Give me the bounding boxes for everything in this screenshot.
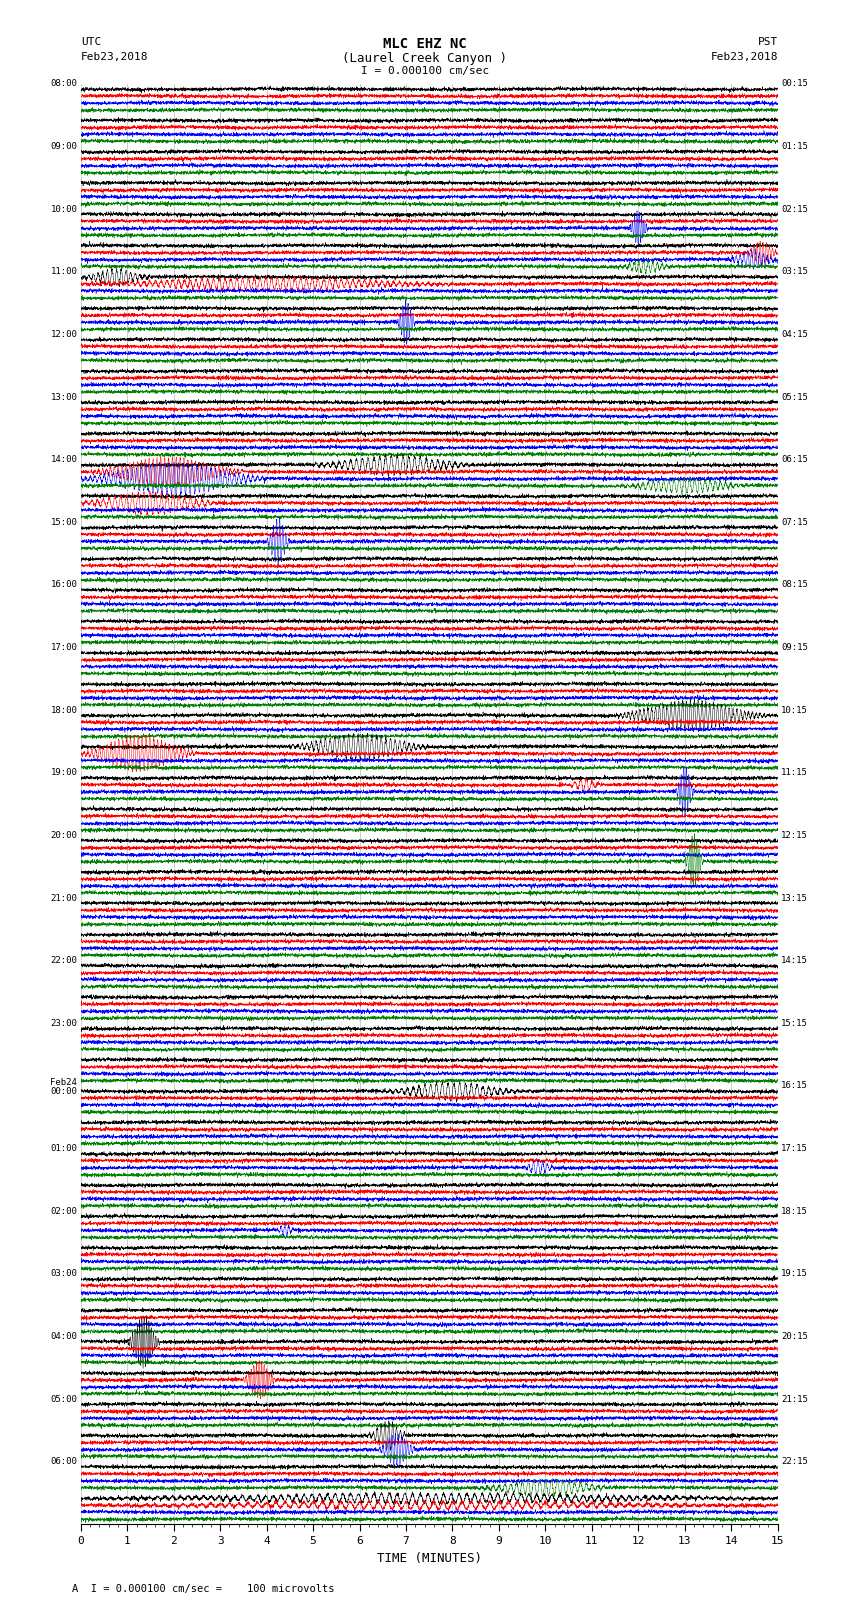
- Text: 08:15: 08:15: [781, 581, 808, 589]
- Text: UTC: UTC: [81, 37, 101, 47]
- Text: 21:15: 21:15: [781, 1395, 808, 1403]
- Text: 08:00: 08:00: [50, 79, 77, 89]
- Text: 01:00: 01:00: [50, 1144, 77, 1153]
- Text: 23:00: 23:00: [50, 1019, 77, 1027]
- Text: 22:00: 22:00: [50, 957, 77, 965]
- Text: 15:00: 15:00: [50, 518, 77, 527]
- Text: 21:00: 21:00: [50, 894, 77, 903]
- Text: A  I = 0.000100 cm/sec =    100 microvolts: A I = 0.000100 cm/sec = 100 microvolts: [72, 1584, 335, 1594]
- Text: 09:15: 09:15: [781, 644, 808, 652]
- Text: I = 0.000100 cm/sec: I = 0.000100 cm/sec: [361, 66, 489, 76]
- Text: 00:00: 00:00: [50, 1087, 77, 1097]
- Text: 10:15: 10:15: [781, 705, 808, 715]
- Text: 04:15: 04:15: [781, 331, 808, 339]
- Text: 15:15: 15:15: [781, 1019, 808, 1027]
- Text: 18:00: 18:00: [50, 705, 77, 715]
- Text: 22:15: 22:15: [781, 1457, 808, 1466]
- Text: 20:00: 20:00: [50, 831, 77, 840]
- Text: 02:15: 02:15: [781, 205, 808, 213]
- Text: 06:15: 06:15: [781, 455, 808, 465]
- Text: 03:15: 03:15: [781, 268, 808, 276]
- Text: 01:15: 01:15: [781, 142, 808, 152]
- Text: 19:15: 19:15: [781, 1269, 808, 1277]
- Text: 10:00: 10:00: [50, 205, 77, 213]
- Text: (Laurel Creek Canyon ): (Laurel Creek Canyon ): [343, 52, 507, 65]
- Text: 04:00: 04:00: [50, 1332, 77, 1340]
- Text: MLC EHZ NC: MLC EHZ NC: [383, 37, 467, 52]
- Text: 13:00: 13:00: [50, 392, 77, 402]
- Text: 16:15: 16:15: [781, 1081, 808, 1090]
- Text: 20:15: 20:15: [781, 1332, 808, 1340]
- Text: 05:00: 05:00: [50, 1395, 77, 1403]
- Text: 17:15: 17:15: [781, 1144, 808, 1153]
- Text: 11:00: 11:00: [50, 268, 77, 276]
- Text: 03:00: 03:00: [50, 1269, 77, 1277]
- Text: 12:15: 12:15: [781, 831, 808, 840]
- Text: 12:00: 12:00: [50, 331, 77, 339]
- Text: PST: PST: [757, 37, 778, 47]
- Text: 00:15: 00:15: [781, 79, 808, 89]
- Text: 05:15: 05:15: [781, 392, 808, 402]
- Text: 18:15: 18:15: [781, 1207, 808, 1216]
- Text: 11:15: 11:15: [781, 768, 808, 777]
- Text: 07:15: 07:15: [781, 518, 808, 527]
- Text: 02:00: 02:00: [50, 1207, 77, 1216]
- Text: 14:00: 14:00: [50, 455, 77, 465]
- Text: 09:00: 09:00: [50, 142, 77, 152]
- Text: 14:15: 14:15: [781, 957, 808, 965]
- Text: 06:00: 06:00: [50, 1457, 77, 1466]
- Text: Feb23,2018: Feb23,2018: [81, 52, 148, 61]
- Text: 13:15: 13:15: [781, 894, 808, 903]
- Text: 17:00: 17:00: [50, 644, 77, 652]
- Text: 19:00: 19:00: [50, 768, 77, 777]
- Text: Feb23,2018: Feb23,2018: [711, 52, 778, 61]
- X-axis label: TIME (MINUTES): TIME (MINUTES): [377, 1552, 482, 1565]
- Text: 16:00: 16:00: [50, 581, 77, 589]
- Text: Feb24: Feb24: [50, 1079, 77, 1087]
